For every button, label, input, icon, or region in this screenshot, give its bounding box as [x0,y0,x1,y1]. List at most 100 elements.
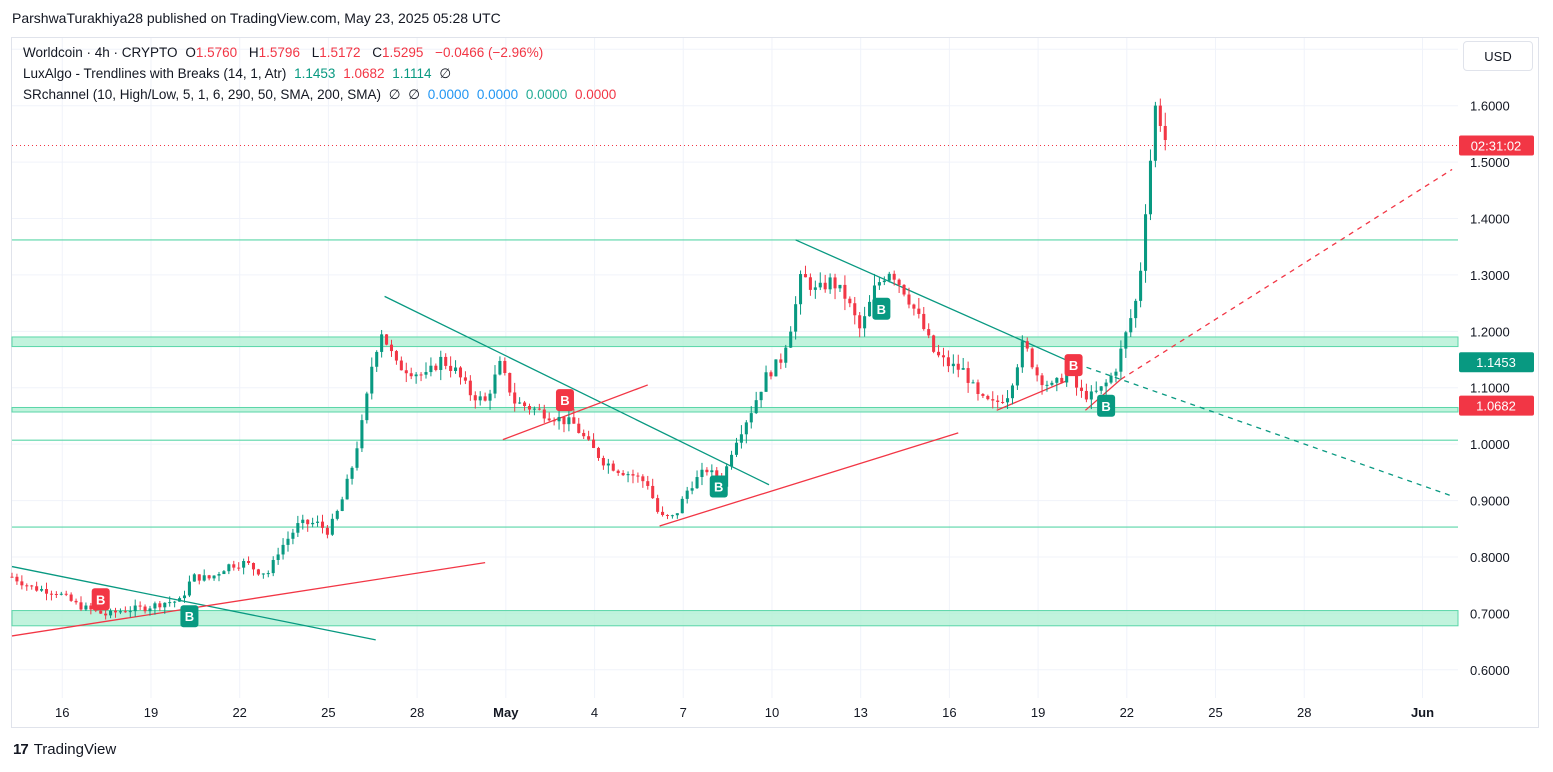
candle-body [779,359,783,363]
chart-frame [11,37,1539,728]
candle-body [394,351,398,361]
candle-body [587,436,591,440]
legend-symbol[interactable]: Worldcoin · 4h · CRYPTO [23,45,178,60]
candle-body [178,598,182,602]
candle-body [868,301,872,317]
candle-body [956,363,960,370]
indicator-luxalgo-name[interactable]: LuxAlgo - Trendlines with Breaks (14, 1,… [23,66,287,81]
candle-body [158,603,162,608]
candle-body [789,331,793,348]
candle-body [128,611,132,613]
candle-body [458,367,463,378]
candle-body [1134,300,1138,319]
candle-body [951,363,955,367]
candle-body [631,474,635,476]
candle-body [917,308,921,314]
candle-body [577,423,581,433]
footer-brand[interactable]: 17 TradingView [13,741,116,758]
candle-body [557,416,561,422]
candle-body [1099,386,1103,391]
candle-body [84,605,88,610]
indicator-srchannel-value-5: 0.0000 [525,87,568,102]
price-label-text: 1.1453 [1476,355,1516,370]
candle-body [301,519,305,524]
y-tick-label: 0.6000 [1470,663,1510,678]
candle-body [54,593,58,595]
x-tick-label: 16 [55,705,69,720]
candle-body [823,282,827,290]
currency-button[interactable]: USD [1463,41,1533,71]
x-tick-label: 19 [144,705,158,720]
candle-body [1163,125,1167,141]
candle-body [242,561,246,568]
candle-body [670,515,674,517]
candle-body [79,602,83,610]
candle-body [212,575,216,579]
x-tick-label: 28 [1297,705,1311,720]
x-tick-label: 16 [942,705,956,720]
candle-body [325,527,329,535]
candle-body [360,420,364,449]
candle-body [966,368,970,383]
candle-body [222,571,226,575]
sr-zone [11,610,1459,627]
candle-body [971,382,975,384]
candle-body [675,513,679,516]
candle-body [882,280,886,283]
price-label-text: 02:31:02 [1471,138,1522,153]
legend-indicator-srchannel: SRchannel (10, High/Low, 5, 1, 6, 290, 5… [23,87,620,103]
candle-body [493,374,497,394]
candle-body [552,420,556,422]
candle-body [764,372,768,392]
candle-body [498,360,502,375]
indicator-srchannel-name[interactable]: SRchannel (10, High/Low, 5, 1, 6, 290, 5… [23,87,381,102]
price-label-badge [1459,395,1534,416]
break-marker-label: B [877,302,886,317]
candle-body [1045,384,1049,386]
candle-body [89,605,93,610]
break-marker-label: B [96,592,105,607]
candle-body [370,366,374,394]
break-marker-label: B [185,609,194,624]
candle-body [345,478,349,500]
candle-body [759,391,763,401]
candle-body [202,575,206,581]
price-label-text: 1.0682 [1476,399,1516,414]
trendline [996,379,1068,411]
trendline [1067,360,1453,497]
sr-zones [11,144,1459,627]
candle-body [64,593,68,595]
candle-body [774,359,778,377]
candle-body [749,413,753,423]
candle-body [636,475,640,477]
candle-body [1124,332,1128,349]
candle-body [700,469,704,478]
candle-body [858,315,862,329]
trendlines [11,168,1453,641]
candle-body [769,372,773,377]
y-tick-label: 0.8000 [1470,550,1510,565]
candle-body [695,477,699,489]
candle-body [261,573,265,575]
y-tick-label: 1.6000 [1470,99,1510,114]
candle-body [527,406,532,410]
y-tick-label: 1.2000 [1470,324,1510,339]
indicator-srchannel-value-3: 0.0000 [427,87,470,102]
candle-body [843,284,847,299]
indicator-luxalgo-value-3: 1.1114 [392,66,432,81]
candle-body [1119,348,1123,372]
candle-body [1158,105,1162,126]
candle-body [365,393,369,421]
candle-body [232,564,236,568]
indicator-luxalgo-value-2: 1.0682 [343,66,385,81]
candle-body [1065,371,1069,383]
tradingview-logo-icon: 17 [13,741,29,758]
candle-body [1030,348,1034,368]
candle-body [833,277,837,289]
candle-body [247,561,251,563]
candle-body [340,499,344,511]
candle-body [15,576,19,582]
candle-body [375,351,379,367]
candle-body [256,569,260,575]
